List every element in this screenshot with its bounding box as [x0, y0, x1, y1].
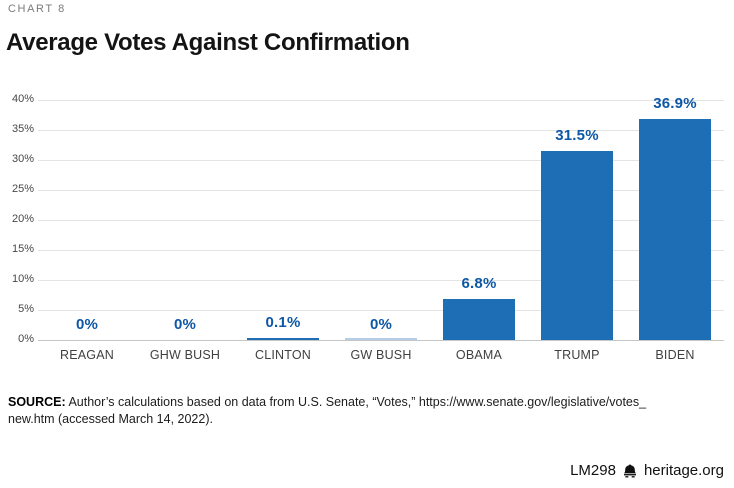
gridline [38, 219, 724, 221]
y-axis-label: 5% [18, 303, 34, 315]
footer: LM298 heritage.org [570, 462, 724, 479]
bar-chart: 0% 5% 10% 15% 20% 25% 30% 35% 40% 0% REAGAN 0% GHW … [0, 93, 734, 362]
gridline [38, 159, 724, 161]
y-axis-label: 10% [11, 273, 34, 285]
source-label: SOURCE: [8, 395, 66, 409]
gridline [38, 189, 724, 191]
bar [247, 338, 319, 340]
y-axis-label: 0% [18, 333, 34, 345]
gridline [38, 99, 724, 101]
x-axis-label: TRUMP [554, 348, 600, 362]
chart-number: CHART 8 [8, 3, 66, 15]
bar [639, 119, 711, 340]
source-line: SOURCE: Author’s calculations based on d… [8, 394, 730, 411]
bar-value-label: 0.1% [265, 314, 301, 331]
gridline [38, 129, 724, 131]
bar-value-label: 31.5% [555, 127, 599, 144]
x-axis-label: OBAMA [455, 348, 503, 362]
source-note: SOURCE: Author’s calculations based on d… [8, 394, 730, 428]
gridline [38, 309, 724, 311]
chart-title: Average Votes Against Confirmation [6, 29, 410, 56]
y-axis-label: 40% [11, 93, 34, 105]
y-axis: 0% 5% 10% 15% 20% 25% 30% 35% 40% [0, 93, 34, 345]
source-text-line2: new.htm (accessed March 14, 2022). [8, 412, 213, 426]
gridline [38, 249, 724, 251]
y-axis-label: 30% [11, 153, 34, 165]
gridline [38, 279, 724, 281]
x-axis-baseline [38, 339, 724, 341]
x-axis-label: GW BUSH [350, 348, 412, 362]
liberty-bell-icon [622, 463, 638, 479]
bar-value-label: 36.9% [653, 95, 697, 112]
bar-value-label: 0% [369, 316, 393, 333]
site-link: heritage.org [643, 462, 724, 479]
plot-area: 0% REAGAN 0% GHW BUSH 0.1% CLINTON 0% GW BUSH 6.… [38, 95, 724, 362]
bar-value-label: 6.8% [461, 275, 497, 292]
bar [443, 299, 515, 340]
bar-value-label: 0% [173, 316, 197, 333]
y-axis-label: 35% [11, 123, 34, 135]
source-text-line1: Author’s calculations based on data from… [68, 395, 647, 409]
x-axis-label: REAGAN [60, 348, 114, 362]
y-axis-label: 15% [11, 243, 34, 255]
x-axis-label: GHW BUSH [149, 348, 221, 362]
report-id: LM298 [570, 462, 616, 479]
bar-value-label: 0% [75, 316, 99, 333]
y-axis-label: 20% [11, 213, 34, 225]
bar [345, 338, 417, 340]
x-axis-label: BIDEN [655, 348, 695, 362]
y-axis-label: 25% [11, 183, 34, 195]
bar [541, 151, 613, 340]
x-axis-label: CLINTON [254, 348, 312, 362]
